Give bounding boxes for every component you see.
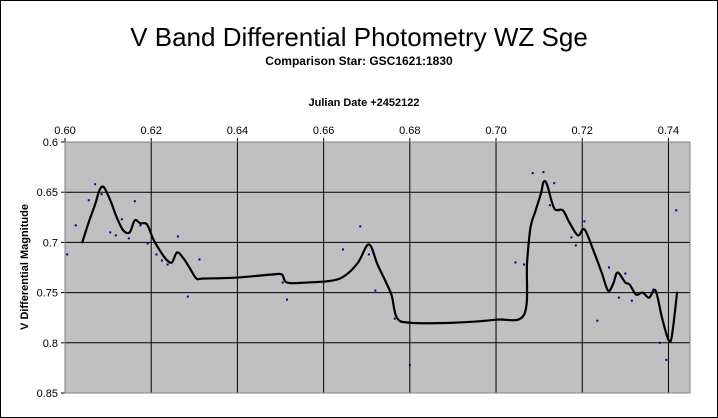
x-tick-label: 0.74 bbox=[658, 125, 679, 137]
data-point bbox=[198, 258, 201, 261]
y-tick-label: 0.85 bbox=[37, 388, 58, 400]
data-point bbox=[100, 193, 103, 196]
data-point bbox=[374, 289, 377, 292]
data-point bbox=[281, 281, 284, 284]
data-point bbox=[146, 242, 149, 245]
y-tick-label: 0.6 bbox=[43, 137, 58, 149]
data-point bbox=[176, 235, 179, 238]
data-point bbox=[66, 253, 69, 256]
data-point bbox=[583, 220, 586, 223]
data-point bbox=[120, 218, 123, 221]
data-point bbox=[675, 209, 678, 212]
data-point bbox=[94, 183, 97, 186]
data-point bbox=[342, 248, 345, 251]
data-point bbox=[570, 236, 573, 239]
data-point bbox=[155, 253, 158, 256]
data-point bbox=[574, 244, 577, 247]
data-point bbox=[408, 363, 411, 366]
data-point bbox=[548, 204, 551, 207]
data-point bbox=[160, 259, 163, 262]
data-point bbox=[74, 224, 77, 227]
data-point bbox=[658, 341, 661, 344]
plot-border bbox=[64, 141, 691, 394]
data-point bbox=[87, 199, 90, 202]
data-point bbox=[523, 263, 526, 266]
data-point bbox=[542, 171, 545, 174]
data-point bbox=[166, 263, 169, 266]
data-point bbox=[514, 261, 517, 264]
data-point bbox=[359, 225, 362, 228]
plot-area: 0.6 0.65 0.7 0.75 0.8 0.85 0.60 0.62 0.64 0.66 0.6… bbox=[37, 125, 691, 400]
data-point bbox=[624, 272, 627, 275]
data-point bbox=[127, 237, 130, 240]
data-point bbox=[630, 299, 633, 302]
y-tick-label: 0.65 bbox=[37, 187, 58, 199]
chart-title: V Band Differential Photometry WZ Sge bbox=[130, 22, 588, 52]
data-point bbox=[393, 317, 396, 320]
data-point bbox=[139, 224, 142, 227]
data-point bbox=[665, 358, 668, 361]
data-point bbox=[367, 253, 370, 256]
y-axis-title: V Differential Magnitude bbox=[19, 204, 31, 330]
data-point bbox=[114, 234, 117, 237]
data-point bbox=[531, 172, 534, 175]
y-tick-label: 0.75 bbox=[37, 288, 58, 300]
data-point bbox=[652, 288, 655, 291]
x-axis-title: Julian Date +2452122 bbox=[309, 97, 420, 109]
x-tick-label: 0.62 bbox=[140, 125, 161, 137]
data-point bbox=[596, 319, 599, 322]
chart-subtitle: Comparison Star: GSC1621:1830 bbox=[265, 54, 453, 68]
x-tick-label: 0.70 bbox=[485, 125, 506, 137]
y-tick-label: 0.8 bbox=[43, 338, 58, 350]
trend-line bbox=[81, 179, 679, 344]
x-tick-label: 0.64 bbox=[227, 125, 248, 137]
data-point bbox=[133, 200, 136, 203]
plot-background bbox=[64, 141, 691, 394]
data-point bbox=[109, 231, 112, 234]
data-point bbox=[607, 266, 610, 269]
data-point bbox=[186, 295, 189, 298]
data-point bbox=[285, 298, 288, 301]
x-tick-label: 0.60 bbox=[54, 125, 75, 137]
x-tick-label: 0.68 bbox=[399, 125, 420, 137]
x-tick-label: 0.66 bbox=[313, 125, 334, 137]
data-point bbox=[617, 296, 620, 299]
data-point bbox=[613, 278, 616, 281]
x-tick-label: 0.72 bbox=[572, 125, 593, 137]
data-point bbox=[553, 182, 556, 185]
y-tick-label: 0.7 bbox=[43, 237, 58, 249]
